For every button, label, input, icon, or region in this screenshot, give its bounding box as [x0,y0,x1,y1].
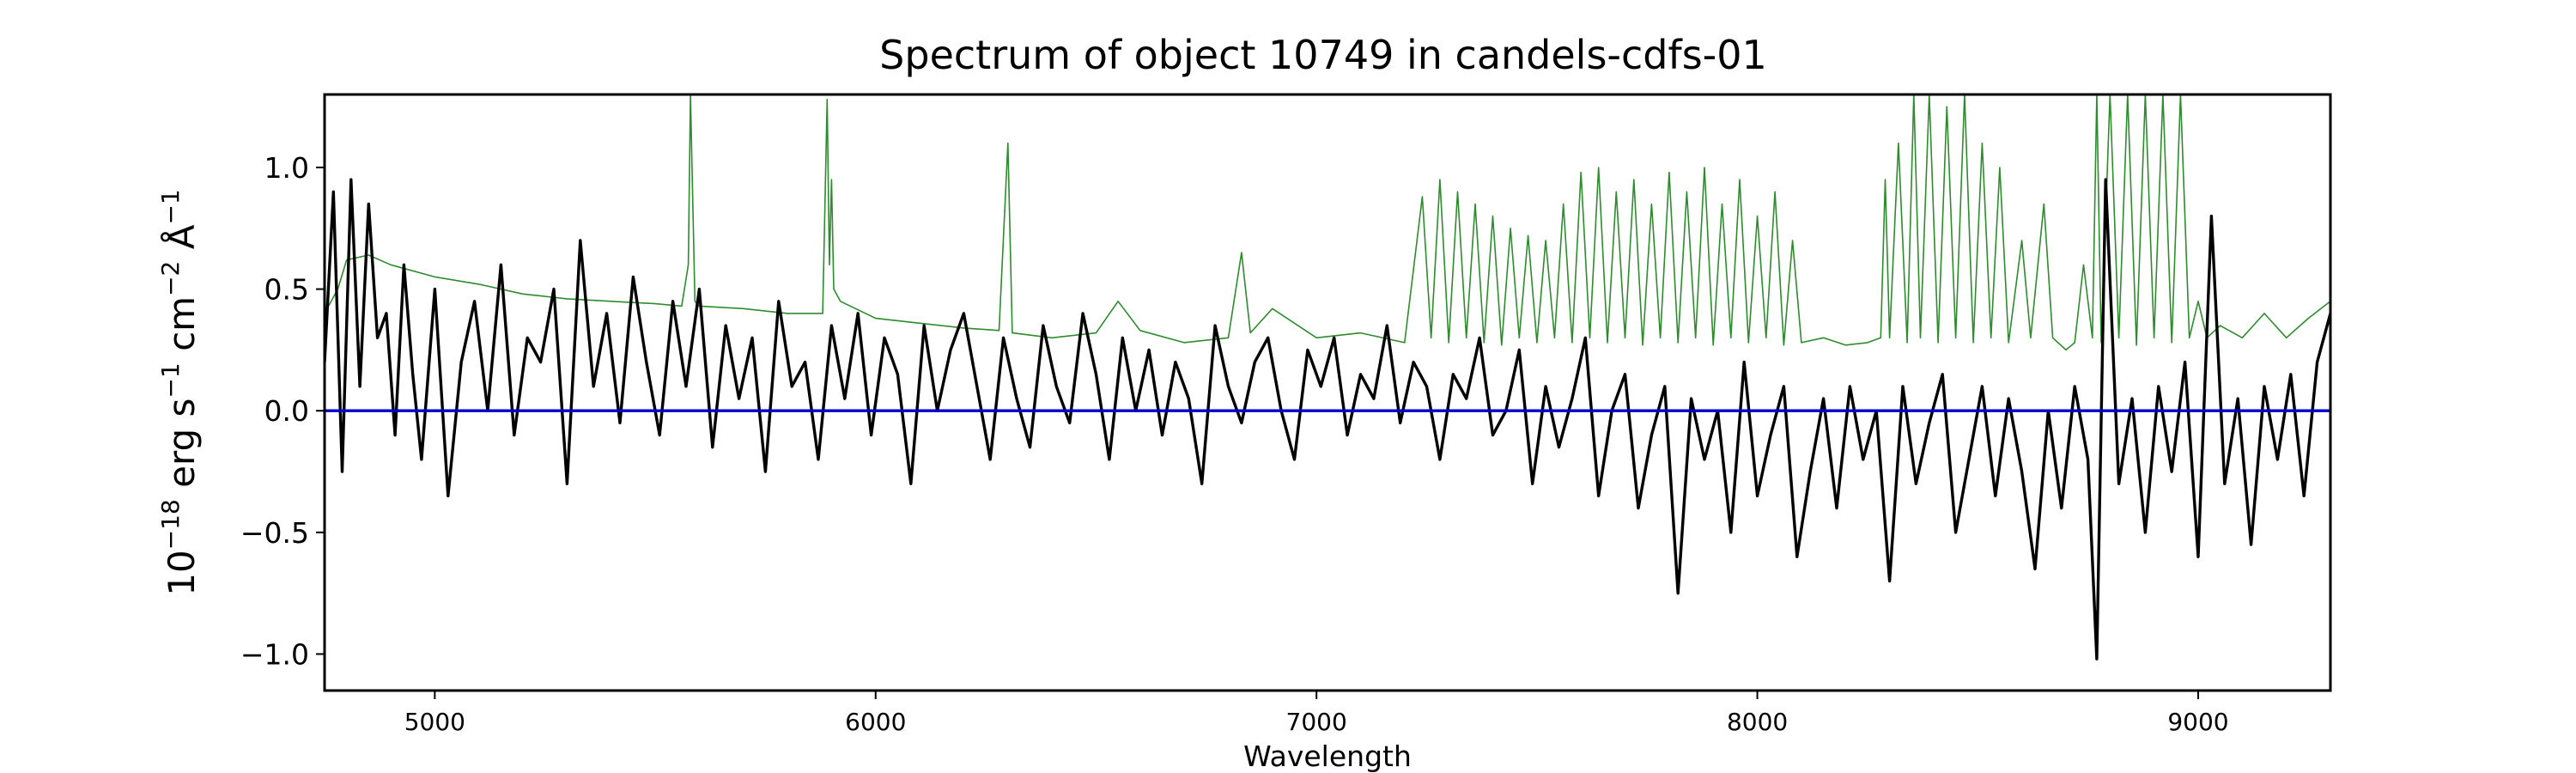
x-tick-label: 5000 [404,708,465,736]
x-axis: 5000 6000 7000 8000 9000 [404,691,2229,736]
y-tick-label: −1.0 [240,638,309,672]
ylabel-a: Å [160,224,203,249]
y-tick-label: 0.5 [264,273,309,307]
y-axis-label: 10−18 erg s−1 cm−2 Å−1 [156,189,203,596]
ylabel-base: 10 [161,550,203,595]
y-tick-label: 1.0 [264,151,309,185]
x-axis-label: Wavelength [1243,740,1412,773]
y-tick-label: 0.0 [264,394,309,428]
chart-title: Spectrum of object 10749 in candels-cdfs… [879,32,1767,78]
ylabel-cm-exp: −2 [156,261,185,296]
ylabel-s: s [161,399,203,417]
x-tick-label: 6000 [845,708,906,736]
series-layer [325,94,2330,660]
ylabel-s-exp: −1 [156,362,185,398]
ylabel-exp: −18 [156,499,185,550]
y-tick-label: −0.5 [240,516,309,550]
x-tick-label: 8000 [1727,708,1788,736]
series-flux-line [325,178,2330,660]
plot-area [323,93,2332,692]
ylabel-cm: cm [161,296,203,351]
plot-frame [323,93,2332,692]
ylabel-erg: erg [161,429,203,488]
x-tick-label: 7000 [1286,708,1347,736]
x-tick-label: 9000 [2167,708,2228,736]
series-noise-line [325,94,2330,351]
ylabel-a-exp: −1 [156,189,185,224]
y-axis: −1.0 −0.5 0.0 0.5 1.0 [240,151,325,672]
